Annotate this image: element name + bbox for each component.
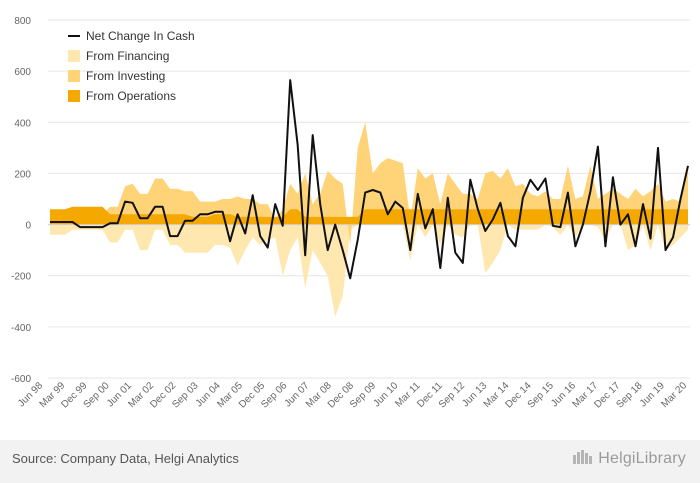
legend-swatch bbox=[68, 70, 80, 82]
area-from-financing bbox=[50, 211, 688, 317]
source-note: Source: Company Data, Helgi Analytics bbox=[12, 451, 239, 466]
y-tick-label: 800 bbox=[14, 16, 31, 27]
legend-label: From Operations bbox=[86, 89, 176, 103]
line-net-change-in-cash bbox=[50, 79, 689, 280]
y-tick-label: 200 bbox=[14, 169, 31, 180]
area-from-operations bbox=[50, 206, 688, 225]
legend-label: From Investing bbox=[86, 69, 165, 83]
y-axis: 800 600 400 200 0 -200 -400 -600 bbox=[11, 16, 31, 385]
footer: Source: Company Data, Helgi Analytics He… bbox=[0, 440, 700, 483]
line-series-group bbox=[50, 79, 689, 280]
y-tick-label: -400 bbox=[11, 323, 31, 334]
legend-swatch bbox=[68, 50, 80, 62]
y-tick-label: 600 bbox=[14, 67, 31, 78]
x-tick-label: Sep 18 bbox=[615, 380, 645, 410]
brand-name: HelgiLibrary bbox=[598, 450, 686, 467]
legend-label: Net Change In Cash bbox=[86, 29, 195, 43]
legend-label: From Financing bbox=[86, 49, 169, 63]
legend-swatch bbox=[68, 90, 80, 102]
brand-logo: HelgiLibrary bbox=[572, 449, 686, 468]
chart: 800 600 400 200 0 -200 -400 -600 Jun 98 Mar 99 De… bbox=[11, 16, 690, 411]
x-tick-label: Sep 15 bbox=[526, 380, 556, 410]
legend: Net Change In Cash From Financing From Inv… bbox=[68, 29, 195, 103]
y-tick-label: -200 bbox=[11, 272, 31, 283]
library-logo-icon bbox=[573, 450, 593, 464]
x-tick-label: Sep 09 bbox=[348, 380, 378, 410]
x-tick-label: Sep 00 bbox=[82, 380, 112, 410]
x-tick-label: Sep 06 bbox=[259, 380, 289, 410]
y-tick-label: 0 bbox=[25, 221, 31, 232]
y-tick-label: 400 bbox=[14, 118, 31, 129]
x-tick-label: Sep 03 bbox=[170, 380, 200, 410]
x-tick-label: Sep 12 bbox=[437, 380, 467, 410]
x-tick-label: Mar 20 bbox=[659, 380, 689, 410]
area-series-group bbox=[50, 122, 688, 317]
y-tick-label: -600 bbox=[11, 374, 31, 385]
